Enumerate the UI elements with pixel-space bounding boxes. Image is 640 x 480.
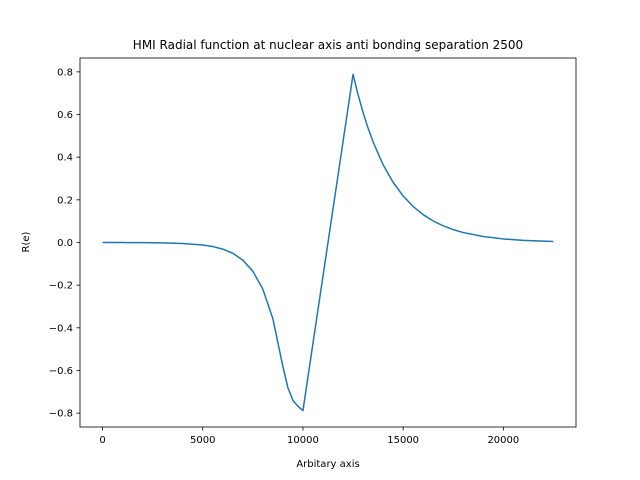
- x-tick-label: 10000: [287, 435, 319, 446]
- y-tick-label: −0.8: [49, 409, 73, 420]
- x-axis-label: Arbitary axis: [296, 459, 359, 470]
- x-tick-label: 20000: [487, 435, 519, 446]
- x-tick-label: 0: [99, 435, 105, 446]
- y-tick-label: 0.4: [57, 153, 73, 164]
- y-tick-label: 0.6: [57, 110, 73, 121]
- y-tick-label: 0.8: [57, 67, 73, 78]
- y-axis-label: R(e): [21, 231, 32, 252]
- y-tick-label: −0.6: [49, 366, 73, 377]
- x-axis-ticks: 0 5000 10000 15000 20000: [99, 427, 519, 446]
- series-line-0: [102, 73, 554, 412]
- x-tick-label: 15000: [387, 435, 419, 446]
- y-tick-label: −0.4: [49, 323, 73, 334]
- y-axis-ticks: −0.8 −0.6 −0.4 −0.2 0.0 0.2 0.4 0.6 0.8: [49, 67, 80, 420]
- series-layer: [102, 73, 554, 412]
- y-tick-label: 0.2: [57, 195, 73, 206]
- y-tick-label: 0.0: [57, 238, 73, 249]
- x-tick-label: 5000: [190, 435, 215, 446]
- chart-title: HMI Radial function at nuclear axis anti…: [133, 38, 523, 52]
- y-tick-label: −0.2: [49, 281, 73, 292]
